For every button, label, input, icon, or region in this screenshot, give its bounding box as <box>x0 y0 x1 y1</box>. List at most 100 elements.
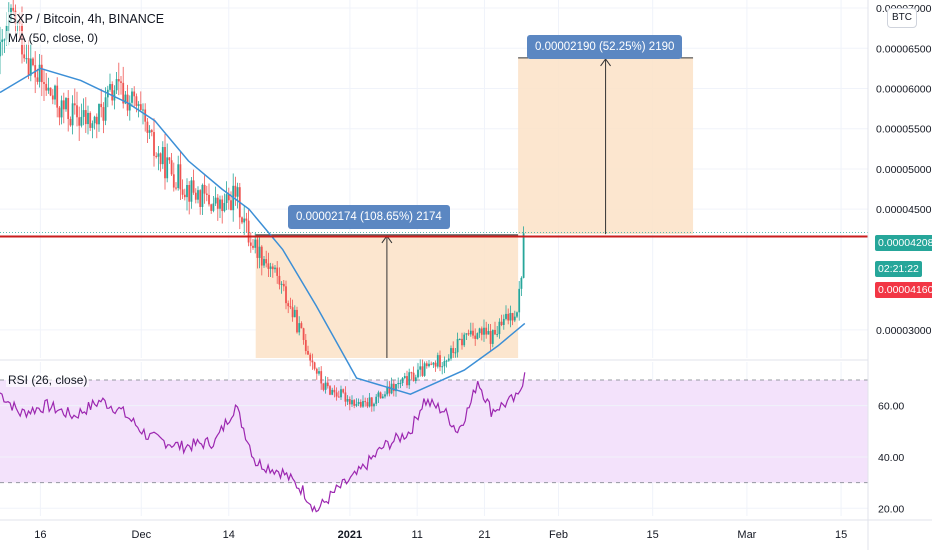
candle-body <box>368 397 371 407</box>
candle-body <box>267 263 270 269</box>
candle-body <box>373 403 375 407</box>
candle-body <box>82 110 85 117</box>
candle-body <box>485 327 488 335</box>
candle-body <box>109 84 111 90</box>
candle-body <box>0 42 1 57</box>
candle-body <box>60 100 63 118</box>
candle-body <box>45 83 48 91</box>
candle-body <box>150 130 153 133</box>
candle-body <box>516 312 518 317</box>
candle-body <box>139 104 142 110</box>
candle-body <box>188 184 191 202</box>
candle-body <box>320 371 323 384</box>
symbol-title: SXP / Bitcoin, 4h, BINANCE <box>6 12 167 26</box>
candle-body <box>300 323 303 329</box>
candle-body <box>483 327 485 335</box>
candle-body <box>364 401 367 403</box>
candle-body <box>324 382 327 390</box>
ma-series <box>0 67 526 395</box>
candle-body <box>520 277 523 289</box>
candle-body <box>421 366 424 376</box>
candle-body <box>443 361 446 367</box>
candle-body <box>465 333 468 335</box>
currency-button[interactable]: BTC <box>887 8 917 28</box>
candle-body <box>309 354 312 361</box>
candle-body <box>58 107 61 118</box>
candle-body <box>245 218 248 221</box>
candle-body <box>362 401 364 407</box>
candle-body <box>436 355 439 367</box>
candle-body <box>522 233 525 278</box>
candle-body <box>337 396 340 398</box>
candle-body <box>155 155 158 157</box>
candle-body <box>346 399 349 402</box>
candle-body <box>36 77 39 82</box>
candle-body <box>463 334 466 346</box>
candle-body <box>89 112 92 128</box>
candle-body <box>122 82 125 104</box>
candle-body <box>260 246 263 266</box>
candle-body <box>192 180 195 193</box>
candle-body <box>291 307 294 318</box>
candle-body <box>51 95 54 100</box>
rsi-legend[interactable]: RSI (26, close) <box>6 373 90 387</box>
candle-body <box>117 79 120 82</box>
time-tick-label: Dec <box>132 529 152 541</box>
candle-body <box>194 192 197 200</box>
candle-body <box>342 389 345 393</box>
candle-body <box>161 147 164 165</box>
candle-body <box>467 333 470 335</box>
measurement-label-2[interactable]: 0.00002190 (52.25%) 2190 <box>527 35 683 59</box>
candle-body <box>498 321 501 335</box>
rsi-tick-label: 20.00 <box>878 503 904 515</box>
candle-body <box>518 288 521 313</box>
candle-body <box>434 362 437 367</box>
candle-body <box>67 98 70 120</box>
candle-body <box>179 164 182 190</box>
candle-body <box>315 368 318 374</box>
candle-body <box>102 107 105 121</box>
candle-body <box>296 309 298 333</box>
candle-body <box>23 54 26 59</box>
price-tick-label: 0.00006000 <box>876 83 932 95</box>
countdown-tag: 02:21:22 <box>875 261 922 277</box>
candle-body <box>278 275 281 285</box>
candle-body <box>417 369 419 378</box>
candle-body <box>351 400 353 405</box>
time-tick-label: 15 <box>835 529 847 541</box>
candle-body <box>216 197 219 209</box>
candle-body <box>164 147 166 179</box>
candle-body <box>329 386 331 395</box>
candle-body <box>146 121 149 133</box>
candle-body <box>190 180 193 202</box>
candle-body <box>282 283 285 287</box>
candle-body <box>166 157 169 179</box>
time-tick-label: Mar <box>737 529 756 541</box>
candle-body <box>439 355 441 368</box>
horizontal-line-layer[interactable] <box>0 232 868 238</box>
candle-body <box>487 331 490 335</box>
candle-body <box>331 389 334 395</box>
candle-body <box>441 366 444 368</box>
candle-body <box>12 7 15 11</box>
candle-body <box>392 383 395 392</box>
candle-body <box>201 184 204 207</box>
candle-body <box>304 339 307 351</box>
candle-body <box>258 246 261 258</box>
candle-body <box>375 396 378 404</box>
candle-body <box>414 377 417 382</box>
candle-body <box>505 313 507 319</box>
measurement-label-1[interactable]: 0.00002174 (108.65%) 2174 <box>288 205 450 229</box>
candle-body <box>412 372 415 382</box>
candle-body <box>91 123 94 128</box>
candle-body <box>388 386 391 394</box>
ma-legend[interactable]: MA (50, close, 0) <box>6 31 101 45</box>
candle-body <box>445 360 448 362</box>
candle-body <box>181 189 184 195</box>
candle-body <box>73 103 76 106</box>
candle-body <box>311 360 314 363</box>
candle-body <box>447 358 450 361</box>
candle-body <box>142 109 144 111</box>
candle-body <box>98 103 100 125</box>
